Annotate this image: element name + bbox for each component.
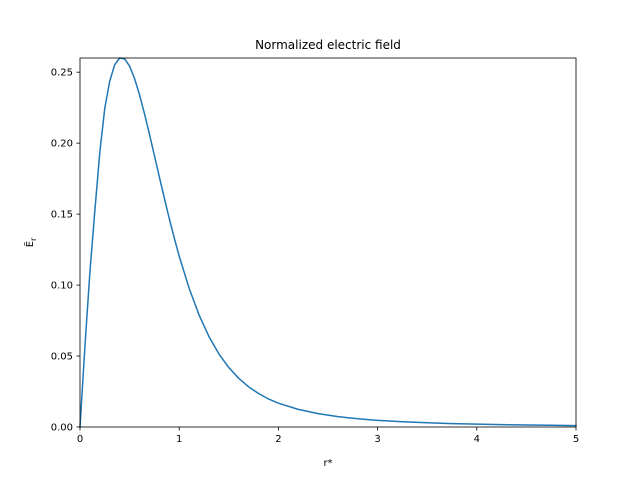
y-tick-label: 0.20 xyxy=(51,139,73,150)
x-tick-label: 2 xyxy=(275,434,281,445)
x-tick-label: 1 xyxy=(176,434,182,445)
y-tick-label: 0.00 xyxy=(51,423,73,434)
plot-area xyxy=(79,57,577,428)
x-tick-label: 0 xyxy=(77,434,83,445)
y-tick-label: 0.15 xyxy=(51,210,73,221)
x-tick-label: 3 xyxy=(374,434,380,445)
x-tick-label: 5 xyxy=(573,434,579,445)
chart-title: Normalized electric field xyxy=(255,38,401,52)
x-axis-label: r* xyxy=(323,458,332,469)
y-tick-label: 0.10 xyxy=(51,281,73,292)
axes-frame xyxy=(79,57,577,428)
y-tick-label: 0.05 xyxy=(51,352,73,363)
y-tick-label: 0.25 xyxy=(51,68,73,79)
x-axis: 0 1 2 3 4 5 xyxy=(77,427,579,445)
y-axis-label: Ẽr xyxy=(23,237,38,247)
x-tick-label: 4 xyxy=(474,434,480,445)
y-axis: 0.00 0.05 0.10 0.15 0.20 0.25 xyxy=(51,68,80,434)
series-line xyxy=(79,57,577,428)
y-axis-label-symbol: Ẽ xyxy=(23,241,36,247)
y-axis-label-subscript: r xyxy=(29,237,38,241)
